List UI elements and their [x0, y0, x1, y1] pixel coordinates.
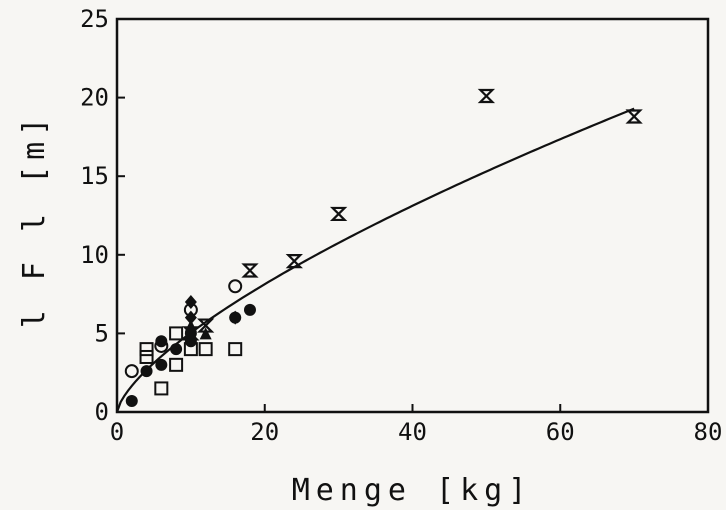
- data-point-square: [198, 342, 213, 357]
- data-point-square: [154, 381, 169, 396]
- data-point-square: [139, 342, 154, 357]
- y-tick-label: 20: [80, 84, 109, 112]
- data-point-circle-filled: [155, 358, 168, 371]
- y-tick-label: 0: [95, 398, 109, 426]
- plot-frame: [115, 17, 710, 414]
- data-point-circle-open: [154, 338, 169, 353]
- y-tick-label: 25: [80, 5, 109, 33]
- y-axis-title: l F l [m]: [17, 112, 52, 329]
- data-point-diamond: [229, 310, 242, 325]
- x-axis-title: Menge [kg]: [292, 473, 533, 508]
- x-tick-label: 0: [110, 418, 124, 446]
- data-point-hourglass: [241, 263, 259, 278]
- data-point-circle-filled: [170, 343, 183, 356]
- x-tick-label: 80: [694, 418, 723, 446]
- data-point-circle-open: [183, 302, 198, 317]
- y-tick-label: 10: [80, 241, 109, 269]
- data-point-hourglass: [625, 109, 643, 124]
- x-tick-label: 20: [250, 418, 279, 446]
- data-point-square: [169, 326, 184, 341]
- axis-ticks: [116, 18, 709, 413]
- data-points: [124, 88, 643, 407]
- data-point-circle-filled: [243, 303, 256, 316]
- data-point-circle-filled: [155, 335, 168, 348]
- data-point-square: [228, 342, 243, 357]
- data-point-hourglass: [196, 318, 215, 333]
- data-point-hourglass: [477, 88, 496, 104]
- y-tick-label: 5: [95, 319, 109, 347]
- x-tick-label: 60: [546, 418, 575, 446]
- data-point-circle-open: [124, 364, 139, 379]
- data-point-circle-filled: [125, 394, 138, 407]
- data-point-triangle: [184, 319, 197, 332]
- y-tick-label: 15: [80, 162, 109, 190]
- data-point-hourglass: [285, 253, 303, 269]
- data-point-circle-filled: [140, 365, 153, 378]
- axis-tick-labels: 0 20 40 60 80 0 5 10 15 20 25: [80, 5, 722, 446]
- data-point-hourglass: [329, 206, 348, 222]
- data-point-circle-open: [228, 279, 243, 294]
- x-tick-label: 40: [398, 418, 427, 446]
- data-point-square: [169, 357, 184, 372]
- plot-border: [115, 17, 710, 414]
- fit-curve: [115, 107, 635, 413]
- data-point-triangle: [199, 327, 212, 340]
- data-point-square: [139, 349, 154, 364]
